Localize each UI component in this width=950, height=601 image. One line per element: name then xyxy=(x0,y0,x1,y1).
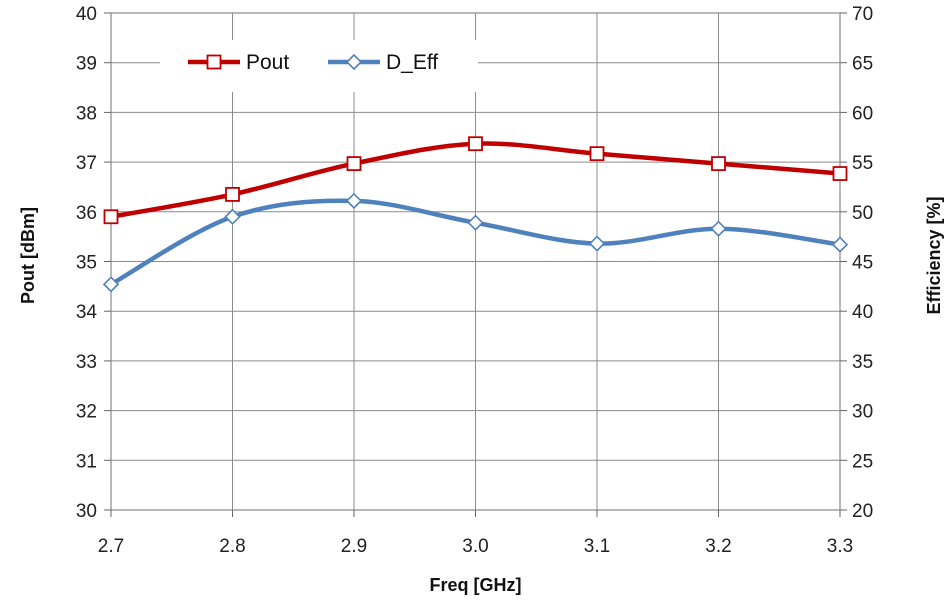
data-point-pout xyxy=(225,187,240,202)
left-tick-label: 33 xyxy=(76,352,97,373)
data-point-pout xyxy=(711,156,726,171)
data-point-d-eff xyxy=(710,220,727,237)
left-tick-label: 36 xyxy=(76,203,97,224)
left-axis-title: Pout [dBm] xyxy=(18,207,38,304)
legend-entry-pout: Pout xyxy=(188,51,289,74)
x-tick-label: 2.7 xyxy=(98,536,124,557)
right-tick-label: 65 xyxy=(852,54,873,75)
right-tick-label: 60 xyxy=(852,103,873,124)
x-tick-label: 3.3 xyxy=(827,536,853,557)
data-point-pout xyxy=(468,136,483,152)
series-layer xyxy=(102,136,849,293)
data-point-d-eff xyxy=(588,235,606,252)
legend-marker-pout xyxy=(206,54,222,70)
left-tick-label: 37 xyxy=(76,153,97,174)
data-point-d-eff xyxy=(345,192,363,209)
right-tick-label: 20 xyxy=(852,501,873,522)
right-tick-label: 25 xyxy=(852,451,873,472)
left-tick-label: 35 xyxy=(76,253,97,274)
x-axis-title: Freq [GHz] xyxy=(430,575,522,595)
series-pout xyxy=(103,136,848,225)
left-tick-label: 32 xyxy=(76,402,97,423)
data-point-d-eff xyxy=(467,214,484,231)
x-tick-label: 2.9 xyxy=(341,536,367,557)
right-tick-label: 30 xyxy=(852,402,873,423)
data-point-d-eff xyxy=(102,276,120,293)
legend-label-d-eff: D_Eff xyxy=(386,51,438,74)
left-tick-label: 39 xyxy=(76,54,97,75)
left-tick-label: 30 xyxy=(76,501,97,522)
right-axis-ticks: 20 25 30 35 40 45 50 55 60 65 70 xyxy=(840,4,873,522)
data-point-pout xyxy=(589,146,605,162)
left-tick-label: 38 xyxy=(76,103,97,124)
x-axis-ticks: 2.7 2.8 2.9 3.0 3.1 3.2 3.3 xyxy=(98,510,853,557)
right-tick-label: 45 xyxy=(852,253,873,274)
left-tick-label: 40 xyxy=(76,4,97,25)
data-point-pout xyxy=(103,209,119,225)
x-tick-label: 3.1 xyxy=(584,536,610,557)
x-tick-label: 2.8 xyxy=(219,536,245,557)
x-tick-label: 3.0 xyxy=(462,536,488,557)
right-tick-label: 35 xyxy=(852,352,873,373)
x-tick-label: 3.2 xyxy=(705,536,731,557)
left-tick-label: 31 xyxy=(76,451,97,472)
legend-entry-d-eff: D_Eff xyxy=(328,51,438,74)
series-d-eff xyxy=(102,192,849,293)
right-axis-title: Efficiency [%] xyxy=(924,196,944,314)
legend-marker-d-eff xyxy=(345,53,363,71)
data-point-d-eff xyxy=(224,208,241,225)
legend: Pout D_Eff xyxy=(160,40,478,92)
right-tick-label: 70 xyxy=(852,4,873,25)
right-tick-label: 55 xyxy=(852,153,873,174)
left-axis-ticks: 30 31 32 33 34 35 36 37 38 39 40 xyxy=(76,4,111,522)
data-point-d-eff xyxy=(831,236,849,253)
right-tick-label: 50 xyxy=(852,203,873,224)
legend-label-pout: Pout xyxy=(246,51,289,74)
left-tick-label: 34 xyxy=(76,302,98,323)
right-tick-label: 40 xyxy=(852,302,873,323)
data-point-pout xyxy=(832,166,848,181)
data-point-pout xyxy=(346,156,362,171)
